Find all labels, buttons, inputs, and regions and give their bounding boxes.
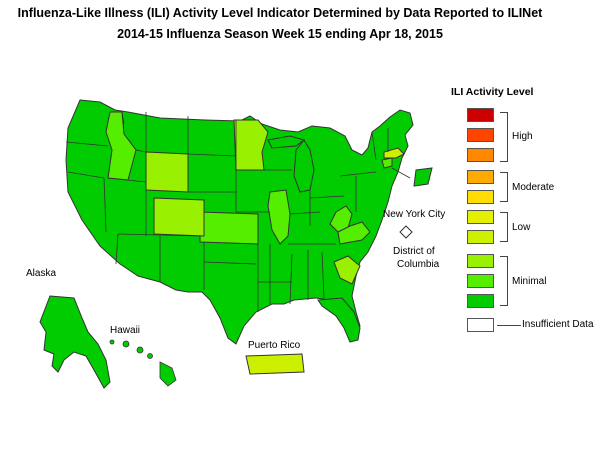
- bracket-high: [500, 112, 508, 162]
- insufficient-connector: [497, 325, 521, 326]
- legend-high-label: High: [512, 131, 533, 142]
- legend-swatch-level-4: [467, 230, 494, 244]
- wyoming: [145, 151, 189, 193]
- bracket-minimal: [500, 256, 508, 306]
- legend-minimal-label: Minimal: [512, 276, 547, 287]
- map-subtitle: 2014-15 Influenza Season Week 15 ending …: [117, 27, 443, 41]
- minnesota: [233, 119, 269, 171]
- bracket-moderate: [500, 172, 508, 202]
- legend-title: ILI Activity Level: [451, 86, 534, 98]
- legend-swatch-level-5: [467, 210, 494, 224]
- legend-swatch-level-7: [467, 170, 494, 184]
- label-dc-line2: Columbia: [397, 259, 440, 270]
- virginia: [337, 221, 371, 245]
- district-of-columbia-marker: [399, 225, 413, 239]
- legend-moderate-label: Moderate: [512, 182, 555, 193]
- legend-swatch-level-3: [467, 254, 494, 268]
- puerto-rico: [245, 353, 305, 375]
- new-york-city-marker: [413, 167, 433, 187]
- alaska: [39, 295, 111, 389]
- legend-swatch-level-9: [467, 128, 494, 142]
- label-hawaii: Hawaii: [110, 325, 141, 336]
- legend-swatch-level-6: [467, 190, 494, 204]
- legend-swatch-level-8: [467, 148, 494, 162]
- label-new-york-city: New York City: [383, 209, 446, 220]
- legend-swatch-level-2: [467, 274, 494, 288]
- label-puerto-rico: Puerto Rico: [248, 340, 301, 351]
- hawaii: [109, 339, 177, 387]
- illinois: [267, 189, 291, 245]
- colorado: [153, 197, 205, 237]
- legend-swatch-level-10: [467, 108, 494, 122]
- massachusetts: [383, 147, 405, 159]
- label-dc-line1: District of: [393, 246, 435, 257]
- legend-low-label: Low: [512, 222, 531, 233]
- label-alaska: Alaska: [26, 268, 57, 279]
- map-title: Influenza-Like Illness (ILI) Activity Le…: [17, 6, 543, 20]
- kansas: [199, 211, 259, 245]
- south-carolina: [333, 255, 361, 285]
- florida: [317, 297, 361, 343]
- legend-insufficient-label: Insufficient Data: [522, 319, 594, 330]
- michigan: [293, 139, 315, 193]
- legend-swatch-level-0: [467, 318, 494, 332]
- bracket-low: [500, 212, 508, 242]
- connecticut: [381, 157, 393, 169]
- legend-swatch-level-1: [467, 294, 494, 308]
- michigan-upper: [267, 135, 306, 149]
